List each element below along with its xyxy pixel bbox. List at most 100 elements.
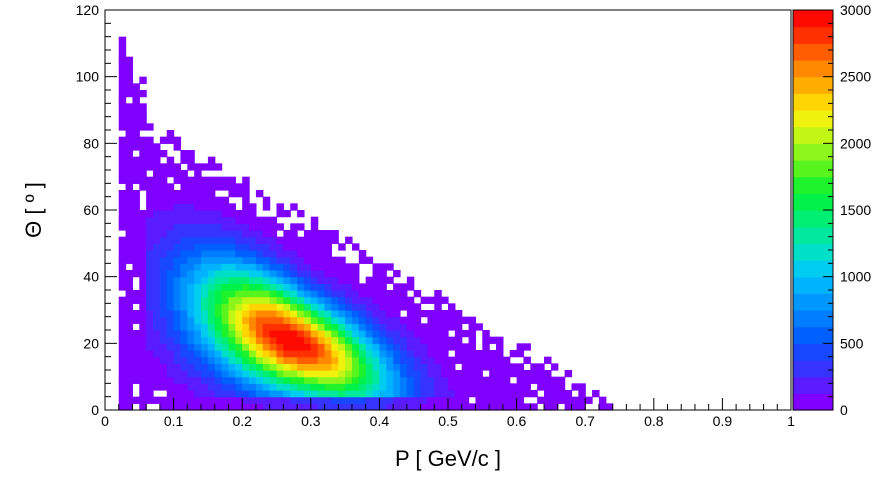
heatmap-cell: [537, 383, 545, 391]
heatmap-cell: [249, 296, 257, 304]
heatmap-cell: [166, 203, 175, 211]
heatmap-cell: [365, 390, 374, 398]
heatmap-cell: [146, 296, 154, 304]
heatmap-cell: [173, 250, 182, 258]
heatmap-cell: [146, 243, 154, 251]
heatmap-cell: [283, 283, 291, 291]
heatmap-cell: [358, 316, 367, 324]
heatmap-cell: [290, 363, 298, 371]
x-tick-label: 0.6: [507, 413, 527, 429]
heatmap-cell: [297, 363, 305, 371]
heatmap-cell: [187, 150, 195, 158]
heatmap-cell: [166, 270, 175, 278]
heatmap-cell: [228, 270, 236, 278]
heatmap-cell: [187, 190, 195, 198]
heatmap-cell: [214, 370, 223, 378]
heatmap-cell: [201, 396, 209, 404]
heatmap-cell: [345, 310, 353, 318]
heatmap-cell: [228, 203, 236, 211]
heatmap-cell: [386, 330, 394, 338]
heatmap-cell: [180, 210, 188, 218]
heatmap-cell: [235, 296, 243, 304]
heatmap-cell: [523, 383, 531, 391]
heatmap-cell: [502, 390, 511, 398]
heatmap-cell: [468, 336, 477, 344]
heatmap-cell: [125, 216, 134, 224]
heatmap-cell: [118, 56, 127, 64]
heatmap-cell: [482, 363, 490, 371]
heatmap-cell: [180, 330, 188, 338]
heatmap-cell: [372, 330, 380, 338]
heatmap-cell: [448, 376, 456, 384]
heatmap-cell: [146, 363, 154, 371]
heatmap-cell: [214, 403, 223, 411]
heatmap-cell: [118, 163, 127, 171]
heatmap-cell: [420, 396, 429, 404]
heatmap-cell: [297, 236, 305, 244]
heatmap-cell: [228, 210, 236, 218]
heatmap-cell: [132, 330, 140, 338]
heatmap-cell: [399, 390, 408, 398]
heatmap-cell: [194, 190, 202, 198]
heatmap-cell: [194, 323, 202, 331]
heatmap-cell: [331, 343, 339, 351]
heatmap-cell: [255, 363, 264, 371]
heatmap-cell: [139, 390, 147, 398]
heatmap-cell: [297, 370, 305, 378]
heatmap-cell: [214, 356, 223, 364]
heatmap-cell: [249, 243, 257, 251]
heatmap-cell: [303, 350, 312, 358]
heatmap-cell: [118, 263, 127, 271]
heatmap-cell: [331, 276, 339, 284]
colorbar-swatch: [793, 143, 833, 161]
heatmap-cell: [132, 343, 140, 351]
heatmap-cell: [358, 343, 367, 351]
heatmap-cell: [290, 263, 298, 271]
heatmap-cell: [255, 356, 264, 364]
heatmap-cell: [303, 383, 312, 391]
heatmap-cell: [406, 376, 415, 384]
heatmap-cell: [283, 350, 291, 358]
heatmap-cell: [434, 396, 442, 404]
heatmap-cell: [578, 396, 586, 404]
heatmap-cell: [454, 390, 463, 398]
heatmap-cell: [324, 243, 332, 251]
heatmap-cell: [159, 190, 168, 198]
heatmap-cell: [173, 196, 182, 204]
heatmap-cell: [468, 356, 477, 364]
heatmap-cell: [139, 350, 147, 358]
heatmap-cell: [454, 350, 463, 358]
heatmap-cell: [413, 390, 422, 398]
heatmap-cell: [228, 330, 236, 338]
heatmap-cell: [482, 330, 490, 338]
heatmap-cell: [201, 230, 209, 238]
heatmap-cell: [207, 270, 216, 278]
heatmap-cell: [393, 296, 401, 304]
heatmap-cell: [303, 230, 312, 238]
heatmap-cell: [345, 370, 353, 378]
heatmap-cell: [468, 383, 477, 391]
heatmap-cell: [468, 330, 477, 338]
heatmap-cell: [228, 276, 236, 284]
heatmap-cell: [207, 283, 216, 291]
heatmap-cell: [194, 276, 202, 284]
heatmap-cell: [372, 263, 380, 271]
heatmap-cell: [303, 263, 312, 271]
heatmap-cell: [235, 316, 243, 324]
heatmap-cell: [180, 390, 188, 398]
heatmap-cell: [214, 216, 223, 224]
heatmap-cell: [159, 223, 168, 231]
heatmap-cell: [303, 256, 312, 264]
heatmap-cell: [379, 403, 387, 411]
heatmap-cell: [365, 290, 374, 298]
heatmap-cell: [249, 256, 257, 264]
heatmap-cell: [118, 396, 127, 404]
heatmap-cell: [379, 383, 387, 391]
heatmap-cell: [441, 396, 449, 404]
heatmap-cell: [214, 310, 223, 318]
heatmap-cell: [482, 376, 490, 384]
heatmap-cell: [386, 403, 394, 411]
heatmap-cell: [194, 356, 202, 364]
